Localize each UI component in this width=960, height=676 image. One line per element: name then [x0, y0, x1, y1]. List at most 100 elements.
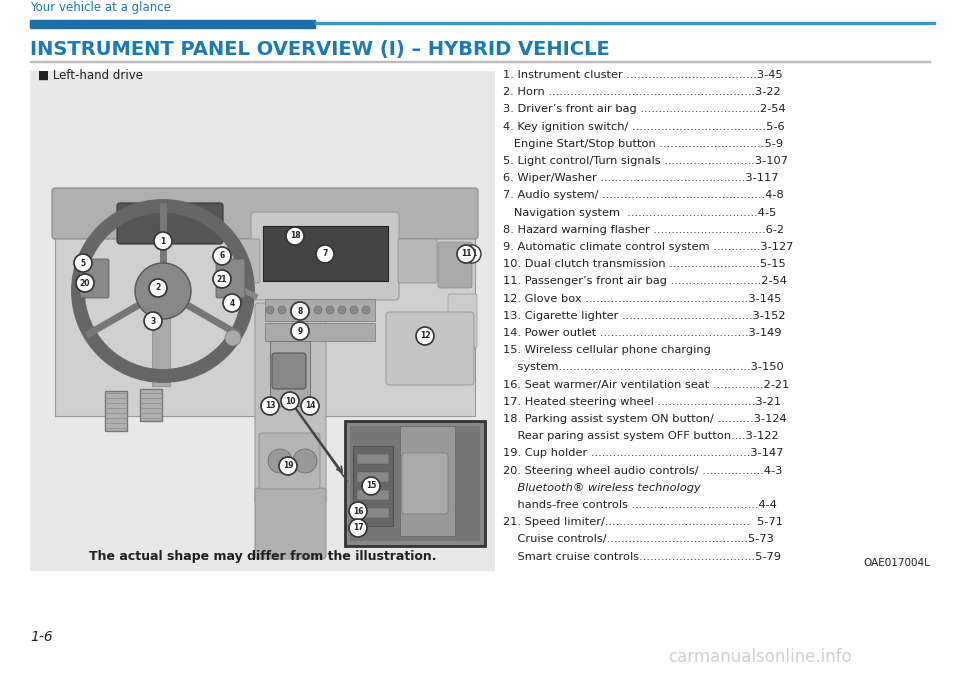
Text: 12. Glove box .............................................3-145: 12. Glove box ..........................…: [503, 293, 781, 304]
Text: 6. Wiper/Washer ........................................3-117: 6. Wiper/Washer ........................…: [503, 173, 779, 183]
Bar: [105, 391, 127, 431]
FancyBboxPatch shape: [52, 188, 478, 239]
Bar: [357, 472, 389, 482]
Text: 10: 10: [285, 397, 296, 406]
Circle shape: [338, 306, 346, 314]
Text: 7. Audio system/ .............................................4-8: 7. Audio system/ .......................…: [503, 191, 783, 200]
Bar: [30, 20, 315, 28]
Circle shape: [261, 397, 279, 415]
Circle shape: [135, 263, 191, 319]
Text: 11: 11: [461, 249, 471, 258]
Text: Engine Start/Stop button .............................5-9: Engine Start/Stop button ...............…: [503, 139, 783, 149]
FancyBboxPatch shape: [117, 203, 223, 244]
Circle shape: [223, 294, 241, 312]
Circle shape: [281, 392, 299, 410]
Text: 2. Horn .........................................................3-22: 2. Horn ................................…: [503, 87, 780, 97]
Text: Bluetooth® wireless technology: Bluetooth® wireless technology: [503, 483, 701, 493]
Bar: [345, 421, 485, 546]
Bar: [263, 226, 388, 281]
Bar: [357, 454, 389, 464]
Text: 7: 7: [322, 249, 328, 259]
Text: 17. Heated steering wheel ...........................3-21: 17. Heated steering wheel ..............…: [503, 397, 781, 407]
Text: The actual shape may differ from the illustration.: The actual shape may differ from the ill…: [88, 550, 436, 563]
Circle shape: [291, 302, 309, 320]
Text: Cruise controls/.......................................5-73: Cruise controls/........................…: [503, 535, 774, 544]
Circle shape: [350, 306, 358, 314]
Bar: [55, 196, 475, 416]
Text: 4. Key ignition switch/ .....................................5-6: 4. Key ignition switch/ ................…: [503, 122, 784, 132]
Circle shape: [457, 245, 475, 263]
Text: 16. Seat warmer/Air ventilation seat ..............2-21: 16. Seat warmer/Air ventilation seat ...…: [503, 380, 789, 389]
Text: carmanualsonline.info: carmanualsonline.info: [668, 648, 852, 666]
Bar: [357, 490, 389, 500]
FancyBboxPatch shape: [448, 294, 477, 348]
FancyBboxPatch shape: [386, 312, 474, 385]
Text: 19: 19: [283, 462, 293, 470]
Text: 5. Light control/Turn signals .........................3-107: 5. Light control/Turn signals ..........…: [503, 156, 788, 166]
Bar: [400, 426, 455, 536]
Bar: [350, 426, 480, 541]
Text: 21. Speed limiter/........................................  5-71: 21. Speed limiter/......................…: [503, 517, 783, 527]
Text: 1. Instrument cluster ....................................3-45: 1. Instrument cluster ..................…: [503, 70, 782, 80]
Circle shape: [213, 247, 231, 265]
FancyBboxPatch shape: [402, 453, 448, 514]
FancyBboxPatch shape: [251, 212, 399, 300]
Text: 11. Passenger’s front air bag .........................2-54: 11. Passenger’s front air bag ..........…: [503, 276, 787, 287]
Bar: [315, 22, 935, 24]
Circle shape: [301, 397, 319, 415]
Bar: [265, 299, 375, 321]
Text: Navigation system  ....................................4-5: Navigation system ......................…: [503, 208, 777, 218]
Circle shape: [278, 306, 286, 314]
Text: 10. Dual clutch transmission .........................5-15: 10. Dual clutch transmission ...........…: [503, 259, 785, 269]
Text: 11: 11: [467, 249, 477, 258]
Circle shape: [316, 245, 334, 263]
Text: 15. Wireless cellular phone charging: 15. Wireless cellular phone charging: [503, 345, 710, 355]
Bar: [140, 389, 162, 421]
Text: 18: 18: [290, 231, 300, 241]
Text: 15: 15: [366, 481, 376, 491]
Circle shape: [302, 306, 310, 314]
Text: 14. Power outlet .........................................3-149: 14. Power outlet .......................…: [503, 328, 781, 338]
Bar: [270, 341, 310, 406]
Text: Smart cruise controls................................5-79: Smart cruise controls...................…: [503, 552, 781, 562]
FancyBboxPatch shape: [259, 433, 320, 489]
Text: ■ Left-hand drive: ■ Left-hand drive: [38, 69, 143, 82]
Circle shape: [291, 322, 309, 340]
Bar: [353, 446, 393, 526]
Text: 3: 3: [151, 316, 156, 326]
Circle shape: [154, 232, 172, 250]
Text: 16: 16: [352, 506, 363, 516]
FancyBboxPatch shape: [255, 303, 326, 504]
Circle shape: [213, 270, 231, 288]
Text: 20. Steering wheel audio controls/ .................4-3: 20. Steering wheel audio controls/ .....…: [503, 466, 782, 476]
Text: Your vehicle at a glance: Your vehicle at a glance: [30, 1, 171, 14]
Text: 21: 21: [217, 274, 228, 283]
Text: 12: 12: [420, 331, 430, 341]
Text: system.....................................................3-150: system..................................…: [503, 362, 783, 372]
Bar: [30, 71, 495, 571]
Text: 3. Driver’s front air bag .................................2-54: 3. Driver’s front air bag ..............…: [503, 104, 785, 114]
Text: 4: 4: [229, 299, 234, 308]
Circle shape: [349, 502, 367, 520]
Circle shape: [416, 327, 434, 345]
FancyBboxPatch shape: [255, 488, 326, 559]
Circle shape: [76, 274, 94, 292]
Text: 20: 20: [80, 279, 90, 287]
Text: 1: 1: [160, 237, 166, 245]
Text: 6: 6: [220, 251, 225, 260]
Bar: [30, 61, 930, 62]
Text: hands-free controls ...................................4-4: hands-free controls ....................…: [503, 500, 777, 510]
FancyBboxPatch shape: [228, 239, 260, 283]
Text: 8: 8: [298, 306, 302, 316]
Text: Rear paring assist system OFF button....3-122: Rear paring assist system OFF button....…: [503, 431, 779, 441]
Circle shape: [314, 306, 322, 314]
Circle shape: [266, 306, 274, 314]
Text: INSTRUMENT PANEL OVERVIEW (I) – HYBRID VEHICLE: INSTRUMENT PANEL OVERVIEW (I) – HYBRID V…: [30, 40, 610, 59]
FancyBboxPatch shape: [438, 242, 472, 288]
Text: 19. Cup holder ............................................3-147: 19. Cup holder .........................…: [503, 448, 783, 458]
Circle shape: [362, 477, 380, 495]
Circle shape: [225, 330, 241, 346]
Text: OAE017004L: OAE017004L: [863, 558, 930, 568]
FancyBboxPatch shape: [80, 259, 109, 298]
Circle shape: [268, 449, 292, 473]
